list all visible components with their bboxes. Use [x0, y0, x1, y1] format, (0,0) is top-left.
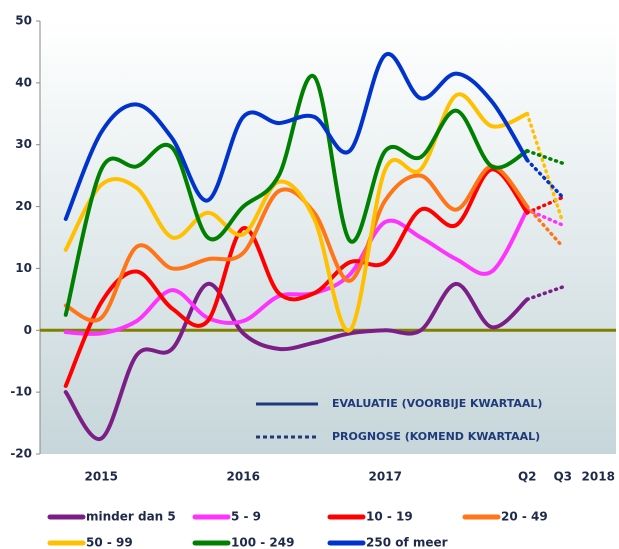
- legend-label: 50 - 99: [86, 536, 133, 549]
- y-tick-label: 40: [15, 75, 32, 89]
- legend-label: 250 of meer: [366, 536, 448, 549]
- forecast-line: [525, 285, 565, 302]
- series-line: [63, 52, 530, 221]
- x-tick-label: 2015: [85, 470, 118, 484]
- y-tick-label: -20: [10, 447, 32, 461]
- legend-label: minder dan 5: [86, 510, 176, 524]
- forecast-line: [525, 149, 565, 166]
- annotation: PROGNOSE (KOMEND KWARTAAL): [332, 430, 540, 443]
- legend-label: 20 - 49: [501, 510, 548, 524]
- forecast-line: [525, 204, 565, 249]
- x-tick-label: 2016: [227, 470, 260, 484]
- legend-label: 5 - 9: [231, 510, 261, 524]
- series-line: [63, 207, 530, 336]
- x-tick-label: Q3: [553, 470, 572, 484]
- y-tick-label: 30: [15, 137, 32, 151]
- annotation: EVALUATIE (VOORBIJE KWARTAAL): [332, 397, 542, 410]
- forecast-line: [525, 112, 565, 224]
- series-line: [63, 167, 530, 388]
- legend-label: 10 - 19: [366, 510, 413, 524]
- legend-label: 100 - 249: [231, 536, 294, 549]
- y-tick-label: 0: [24, 323, 32, 337]
- y-tick-label: 20: [15, 199, 32, 213]
- y-tick-label: 50: [15, 14, 32, 28]
- y-tick-label: 10: [15, 261, 32, 275]
- series-line: [63, 92, 530, 333]
- series-line: [63, 281, 530, 441]
- series-line: [63, 73, 530, 317]
- x-tick-label: 2018: [582, 470, 615, 484]
- x-tick-label: 2017: [369, 470, 402, 484]
- y-tick-label: -10: [10, 385, 32, 399]
- x-tick-label: Q2: [518, 470, 537, 484]
- forecast-line: [525, 158, 565, 200]
